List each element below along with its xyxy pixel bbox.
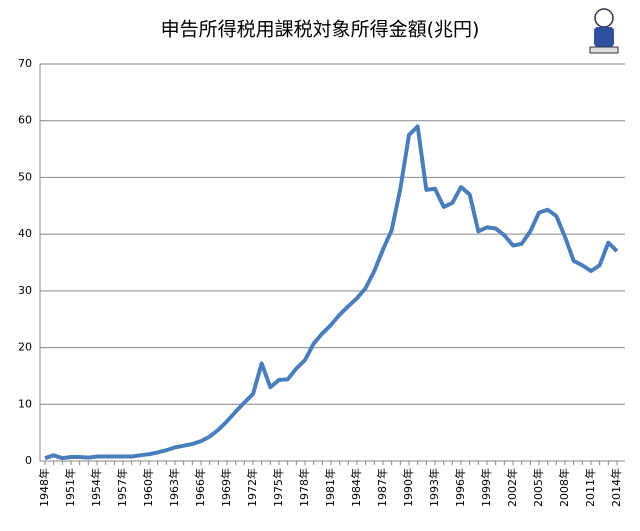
x-tick-label: 1954年	[89, 468, 103, 507]
x-tick-label: 1975年	[271, 468, 285, 507]
y-tick-label: 10	[18, 397, 32, 410]
y-tick-label: 0	[25, 454, 32, 467]
x-tick-label: 1966年	[193, 468, 207, 507]
y-tick-label: 40	[18, 227, 32, 240]
x-tick-label: 1987年	[375, 468, 389, 507]
x-tick-label: 1963年	[167, 468, 181, 507]
x-tick-label: 1957年	[115, 468, 129, 507]
x-tick-label: 1978年	[297, 468, 311, 507]
x-tick-label: 1951年	[63, 468, 77, 507]
x-tick-label: 1969年	[219, 468, 233, 507]
x-tick-label: 1984年	[349, 468, 363, 507]
x-tick-label: 1972年	[245, 468, 259, 507]
x-tick-label: 1993年	[427, 468, 441, 507]
y-tick-label: 50	[18, 170, 32, 183]
x-tick-label: 1990年	[401, 468, 415, 507]
y-tick-label: 20	[18, 341, 32, 354]
x-tick-label: 1981年	[323, 468, 337, 507]
data-line	[44, 124, 619, 461]
x-tick-label: 2005年	[531, 468, 545, 507]
x-tick-label: 1996年	[453, 468, 467, 507]
y-tick-label: 60	[18, 114, 32, 127]
mascot-icon	[589, 8, 619, 54]
x-tick-label: 2008年	[557, 468, 571, 507]
x-tick-label: 1948年	[37, 468, 51, 507]
x-tick-label: 2011年	[583, 468, 597, 507]
x-tick-label: 1960年	[141, 468, 155, 507]
x-tick-label: 1999年	[479, 468, 493, 507]
x-tick-label: 2002年	[505, 468, 519, 507]
x-tick-label: 2014年	[609, 468, 623, 507]
y-tick-label: 70	[18, 57, 32, 70]
y-tick-label: 30	[18, 284, 32, 297]
chart-title: 申告所得税用課税対象所得金額(兆円)	[161, 19, 480, 41]
